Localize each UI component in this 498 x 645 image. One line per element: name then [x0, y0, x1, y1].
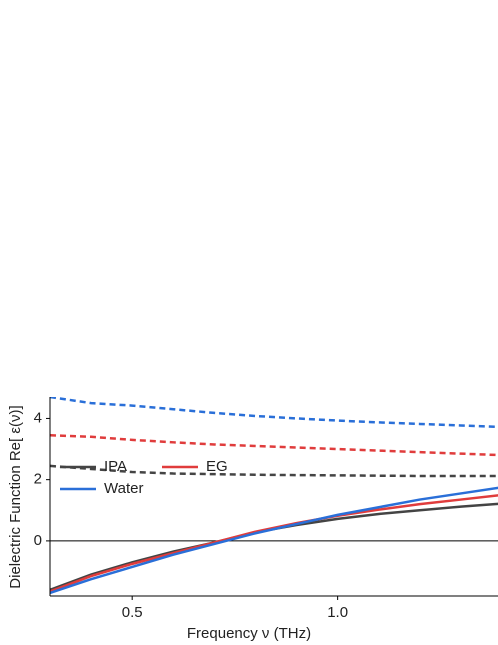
line-series: [50, 486, 498, 595]
y-tick-label: 4: [34, 409, 42, 426]
legend-label: EG: [206, 458, 228, 475]
legend-label: IPA: [104, 458, 127, 475]
line-series: [50, 434, 498, 457]
line-series: [50, 397, 498, 429]
x-tick-label: 1.0: [327, 604, 348, 621]
y-tick-label: 0: [34, 532, 42, 549]
y-axis-label: Dielectric Function Re[ ε(ν)]: [7, 405, 24, 588]
x-axis-label: Frequency ν (THz): [187, 625, 311, 642]
x-tick-label: 0.5: [122, 604, 143, 621]
line-series: [50, 502, 498, 592]
line-series: [50, 464, 498, 478]
legend-label: Water: [104, 480, 143, 497]
y-tick-label: 2: [34, 471, 42, 488]
